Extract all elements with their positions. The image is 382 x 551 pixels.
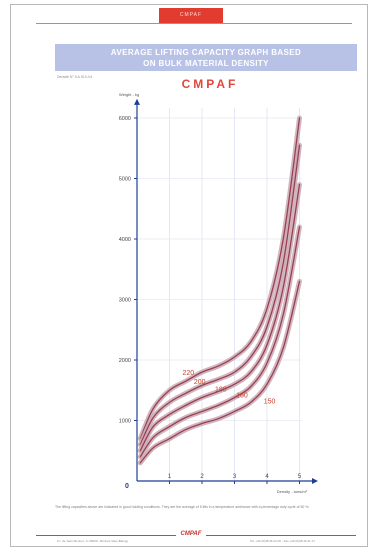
series-halo-200 — [137, 142, 302, 448]
footer-contact: Tel. +33 (0)38.46.41.00 - Fax +33 (0)38.… — [250, 539, 315, 543]
title-band: AVERAGE LIFTING CAPACITY GRAPH BASED ON … — [55, 44, 357, 71]
series-label-200: 200 — [194, 379, 206, 386]
x-tick-label: 3 — [233, 474, 237, 480]
series-label-160: 160 — [236, 393, 248, 400]
x-axis-arrow — [312, 478, 318, 484]
footer-rule-right — [206, 535, 356, 536]
y-tick-label: 3000 — [119, 298, 131, 304]
series-line-180 — [139, 183, 301, 452]
x-axis-label: Density - tons/m³ — [277, 489, 308, 494]
page-sheet — [10, 4, 368, 547]
series-halo-150 — [137, 278, 302, 466]
origin-label: 0 — [125, 483, 129, 490]
footer-rule-left — [36, 535, 176, 536]
y-tick-label: 5000 — [119, 177, 131, 183]
footer-logo: CMPAF — [176, 529, 206, 539]
y-tick-label: 6000 — [119, 116, 131, 122]
title-line-1: AVERAGE LIFTING CAPACITY GRAPH BASED — [110, 48, 302, 57]
reference-text: Densité N° 5 A S10-V4 — [57, 75, 93, 79]
series-line-160 — [139, 226, 301, 458]
series-label-150: 150 — [264, 399, 276, 406]
axis-layer — [134, 98, 318, 484]
footer-address: Z.I. de Jean Monnet - F-45000 - Bonnes V… — [57, 539, 128, 543]
grid-layer — [137, 107, 302, 481]
x-tick-label: 5 — [298, 474, 302, 480]
series-label-220: 220 — [183, 370, 195, 377]
x-tick-label: 2 — [200, 474, 204, 480]
y-tick-label: 2000 — [119, 358, 131, 364]
x-tick-label: 4 — [265, 474, 269, 480]
series-label-180: 180 — [215, 386, 227, 393]
y-axis-label: Weight - kg — [119, 92, 139, 97]
series-line-220 — [139, 117, 301, 440]
curves-layer — [137, 115, 302, 466]
brand-title: CMPAF — [181, 77, 239, 91]
y-axis-arrow — [134, 98, 140, 105]
labels-layer: Weight - kg Density - tons/m³ 0 1 2 3 4 5 100… — [119, 92, 308, 494]
x-tick-label: 1 — [168, 474, 172, 480]
top-tab: CMPAF — [159, 8, 223, 23]
y-tick-label: 4000 — [119, 237, 131, 243]
footnote: The lifting capacities above are indicat… — [55, 505, 310, 509]
title-line-2: ON BULK MATERIAL DENSITY — [143, 59, 269, 68]
y-tick-label: 1000 — [119, 419, 131, 425]
series-line-150 — [139, 280, 301, 464]
series-line-200 — [139, 144, 301, 446]
top-rule — [36, 23, 352, 24]
